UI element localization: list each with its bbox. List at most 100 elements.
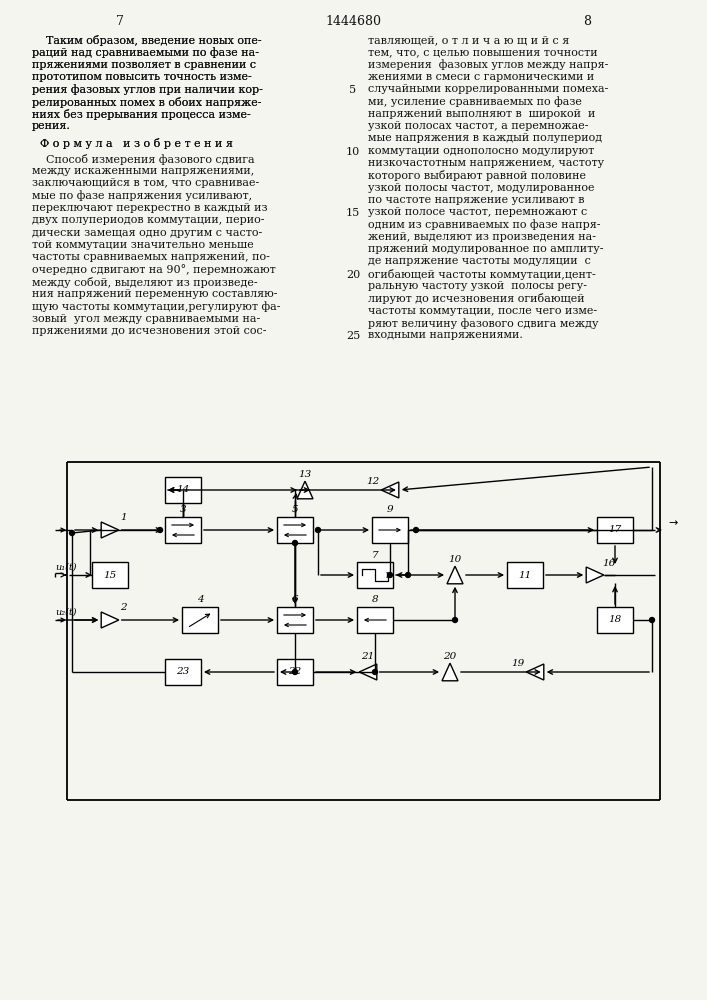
Text: 1: 1 (120, 514, 127, 522)
Text: входными напряжениями.: входными напряжениями. (368, 330, 523, 340)
Text: 5: 5 (292, 506, 298, 514)
Text: которого выбирают равной половине: которого выбирают равной половине (368, 170, 586, 181)
Text: лируют до исчезновения огибающей: лируют до исчезновения огибающей (368, 293, 585, 304)
Text: переключают перекрестно в каждый из: переключают перекрестно в каждый из (32, 203, 267, 213)
Text: огибающей частоты коммутации,цент-: огибающей частоты коммутации,цент- (368, 269, 596, 280)
Text: между собой, выделяют из произведе-: между собой, выделяют из произведе- (32, 277, 257, 288)
Text: низкочастотным напряжением, частоту: низкочастотным напряжением, частоту (368, 158, 604, 168)
Text: 17: 17 (609, 526, 621, 534)
Bar (277, 607, 313, 633)
Polygon shape (359, 664, 377, 680)
Circle shape (69, 530, 74, 536)
Text: частоты сравниваемых напряжений, по-: частоты сравниваемых напряжений, по- (32, 252, 270, 262)
Text: 6: 6 (292, 595, 298, 604)
Text: зовый  угол между сравниваемыми на-: зовый угол между сравниваемыми на- (32, 314, 260, 324)
Text: коммутации однополосно модулируют: коммутации однополосно модулируют (368, 146, 595, 156)
Text: 4: 4 (197, 595, 204, 604)
Text: узкой полосах частот, а перемножае-: узкой полосах частот, а перемножае- (368, 121, 588, 131)
Bar (597, 607, 633, 633)
Text: рения.: рения. (32, 121, 71, 131)
Text: 21: 21 (361, 652, 375, 661)
Bar (165, 477, 201, 503)
Polygon shape (586, 567, 604, 583)
Polygon shape (447, 566, 463, 584)
Bar (277, 659, 313, 685)
Circle shape (414, 528, 419, 532)
Text: ральную частоту узкой  полосы регу-: ральную частоту узкой полосы регу- (368, 281, 587, 291)
Text: одним из сравниваемых по фазе напря-: одним из сравниваемых по фазе напря- (368, 220, 600, 230)
Text: пряжениями до исчезновения этой сос-: пряжениями до исчезновения этой сос- (32, 326, 267, 336)
Text: 19: 19 (512, 660, 525, 668)
Circle shape (373, 670, 378, 674)
Text: ниях без прерывания процесса изме-: ниях без прерывания процесса изме- (32, 109, 251, 120)
Text: релированных помех в обоих напряже-: релированных помех в обоих напряже- (32, 97, 262, 107)
Circle shape (452, 617, 457, 622)
Circle shape (158, 528, 163, 532)
Text: 18: 18 (609, 615, 621, 624)
Text: щую частоты коммутации,регулируют фа-: щую частоты коммутации,регулируют фа- (32, 301, 281, 312)
Polygon shape (442, 663, 458, 681)
Text: 7: 7 (116, 15, 124, 28)
Text: тем, что, с целью повышения точности: тем, что, с целью повышения точности (368, 47, 597, 57)
Text: очередно сдвигают на 90°, перемножают: очередно сдвигают на 90°, перемножают (32, 264, 276, 275)
Text: напряжений выполняют в  широкой  и: напряжений выполняют в широкой и (368, 109, 595, 119)
Bar (92, 562, 128, 588)
Text: Способ измерения фазового сдвига: Способ измерения фазового сдвига (32, 154, 255, 165)
Polygon shape (381, 482, 399, 498)
Text: по частоте напряжение усиливают в: по частоте напряжение усиливают в (368, 195, 585, 205)
Circle shape (293, 670, 298, 674)
Text: тавляющей, о т л и ч а ю щ и й с я: тавляющей, о т л и ч а ю щ и й с я (368, 35, 569, 45)
Text: 10: 10 (448, 555, 462, 564)
Text: 8: 8 (372, 595, 378, 604)
Text: 12: 12 (366, 478, 380, 487)
Bar (182, 607, 218, 633)
Text: частоты коммутации, после чего изме-: частоты коммутации, после чего изме- (368, 306, 597, 316)
Text: узкой полосе частот, перемножают с: узкой полосе частот, перемножают с (368, 207, 588, 217)
Text: 15: 15 (346, 208, 360, 218)
Text: мые по фазе напряжения усиливают,: мые по фазе напряжения усиливают, (32, 191, 252, 201)
Text: 20: 20 (443, 652, 457, 661)
Text: 11: 11 (518, 570, 532, 580)
Text: пряжений модулированное по амплиту-: пряжений модулированное по амплиту- (368, 244, 604, 254)
Text: u₂(t): u₂(t) (55, 607, 76, 616)
Text: 23: 23 (176, 668, 189, 676)
Circle shape (293, 540, 298, 546)
Text: случайными коррелированными помеха-: случайными коррелированными помеха- (368, 84, 609, 94)
Text: 1444680: 1444680 (325, 15, 381, 28)
Text: де напряжение частоты модуляции  с: де напряжение частоты модуляции с (368, 256, 591, 266)
Circle shape (406, 572, 411, 578)
Text: 7: 7 (372, 550, 378, 560)
Text: пряжениями позволяет в сравнении с: пряжениями позволяет в сравнении с (32, 60, 256, 70)
Bar (507, 562, 543, 588)
Text: раций над сравниваемыми по фазе на-: раций над сравниваемыми по фазе на- (32, 47, 259, 58)
Bar (277, 517, 313, 543)
Text: Таким образом, введение новых опе-: Таким образом, введение новых опе- (32, 35, 262, 46)
Text: жениями в смеси с гармоническими и: жениями в смеси с гармоническими и (368, 72, 595, 82)
Text: двух полупериодов коммутации, перио-: двух полупериодов коммутации, перио- (32, 215, 264, 225)
Text: узкой полосы частот, модулированное: узкой полосы частот, модулированное (368, 183, 595, 193)
Text: дически замещая одно другим с часто-: дически замещая одно другим с часто- (32, 228, 262, 237)
Circle shape (650, 617, 655, 622)
Text: заключающийся в том, что сравнивае-: заключающийся в том, что сравнивае- (32, 178, 259, 188)
Text: 25: 25 (346, 331, 360, 341)
Text: 22: 22 (288, 668, 302, 676)
Text: прототипом повысить точность изме-: прототипом повысить точность изме- (32, 72, 252, 82)
Text: 13: 13 (298, 470, 312, 479)
Text: той коммутации значительно меньше: той коммутации значительно меньше (32, 240, 254, 250)
Text: 16: 16 (602, 558, 615, 568)
Text: ниях без прерывания процесса изме-: ниях без прерывания процесса изме- (32, 109, 251, 120)
Text: мые напряжения в каждый полупериод: мые напряжения в каждый полупериод (368, 133, 602, 143)
Text: релированных помех в обоих напряже-: релированных помех в обоих напряже- (32, 97, 262, 107)
Text: 3: 3 (180, 506, 187, 514)
Bar (357, 562, 393, 588)
Text: Таким образом, введение новых опе-: Таким образом, введение новых опе- (32, 35, 262, 46)
Text: ми, усиление сравниваемых по фазе: ми, усиление сравниваемых по фазе (368, 97, 582, 107)
Text: рения.: рения. (32, 121, 71, 131)
Text: измерения  фазовых углов между напря-: измерения фазовых углов между напря- (368, 60, 609, 70)
Text: ряют величину фазового сдвига между: ряют величину фазового сдвига между (368, 318, 599, 329)
Bar (597, 517, 633, 543)
Bar (357, 607, 393, 633)
Polygon shape (297, 481, 313, 499)
Text: пряжениями позволяет в сравнении с: пряжениями позволяет в сравнении с (32, 60, 256, 70)
Text: прототипом повысить точность изме-: прототипом повысить точность изме- (32, 72, 252, 82)
